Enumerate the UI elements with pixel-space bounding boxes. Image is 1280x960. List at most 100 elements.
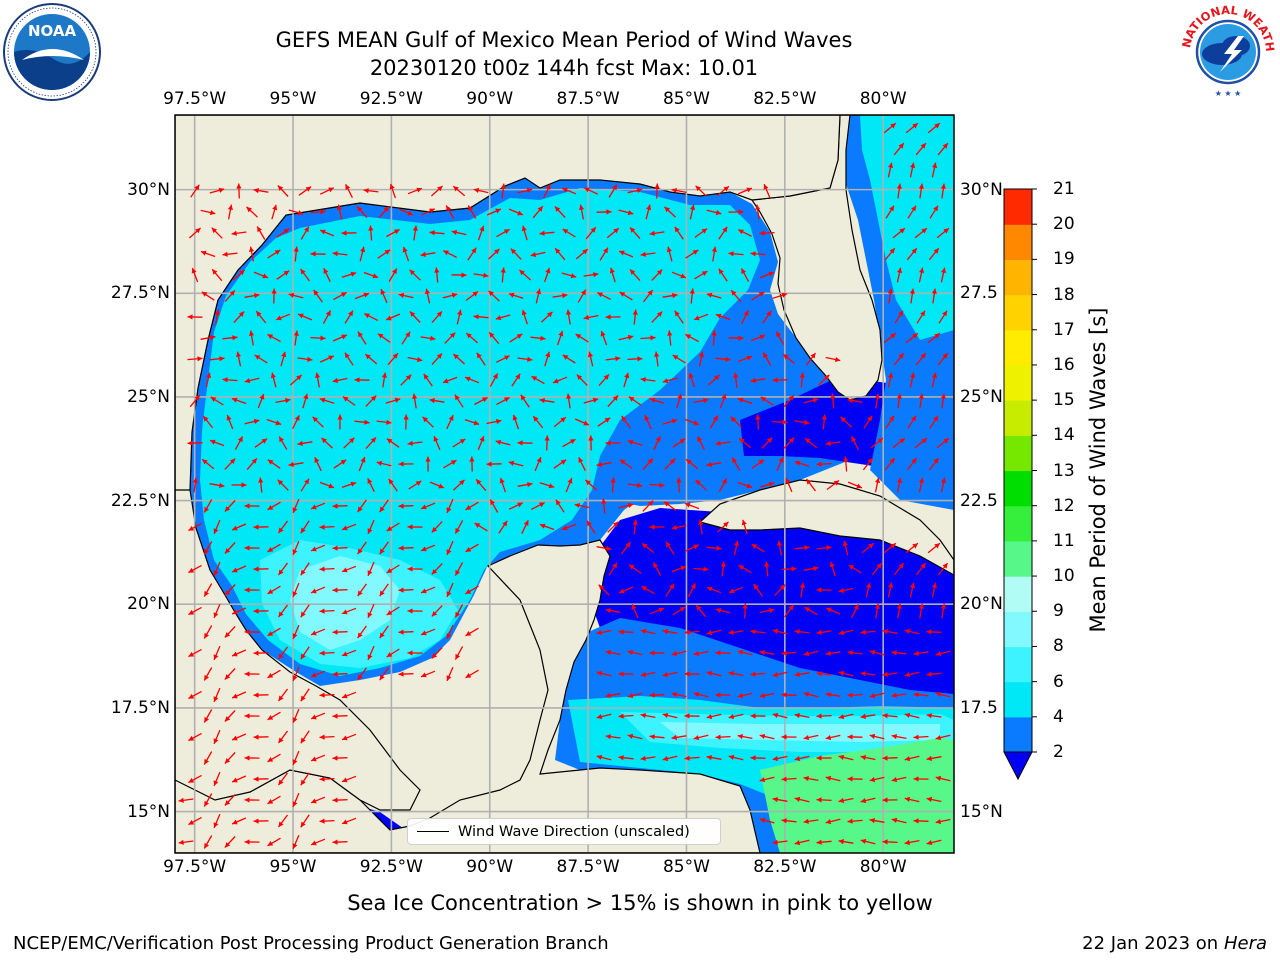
wind-wave-arrow xyxy=(379,499,389,513)
wind-wave-arrow xyxy=(574,503,590,509)
wind-wave-arrow xyxy=(508,460,524,467)
wind-wave-arrow xyxy=(553,459,567,469)
wind-wave-arrow xyxy=(803,650,819,657)
wind-wave-arrow xyxy=(860,838,876,845)
wind-wave-arrow xyxy=(358,456,366,472)
wind-wave-arrow xyxy=(543,267,551,283)
wind-wave-arrow xyxy=(214,309,220,325)
wind-wave-arrow xyxy=(816,671,832,677)
wind-wave-arrow xyxy=(407,440,423,446)
wind-wave-arrow xyxy=(825,775,841,782)
wind-wave-arrow xyxy=(376,460,392,467)
wind-wave-arrow xyxy=(931,162,938,178)
wind-wave-arrow xyxy=(277,730,289,744)
wind-wave-arrow xyxy=(267,585,281,595)
wind-wave-arrow xyxy=(618,334,634,341)
wind-wave-arrow xyxy=(431,352,443,366)
wind-wave-arrow xyxy=(256,226,266,240)
wind-wave-arrow xyxy=(731,457,741,471)
wind-wave-arrow xyxy=(465,543,479,553)
wind-wave-arrow xyxy=(446,540,454,556)
wind-wave-arrow xyxy=(488,248,500,260)
wind-wave-arrow xyxy=(363,188,379,194)
wind-wave-arrow xyxy=(456,309,463,325)
wind-wave-arrow xyxy=(297,356,313,362)
wind-wave-arrow xyxy=(620,541,632,555)
lon-tick-label: 95°W xyxy=(269,857,317,877)
wind-wave-arrow xyxy=(354,292,370,300)
wind-wave-arrow xyxy=(539,482,555,489)
colorbar-segment xyxy=(1004,505,1032,542)
chart-subtitle: 20230120 t00z 144h fcst Max: 10.01 xyxy=(369,56,759,80)
wind-wave-arrow xyxy=(623,372,630,388)
wind-wave-arrow xyxy=(224,289,236,303)
wind-wave-arrow xyxy=(431,310,443,324)
wind-wave-arrow xyxy=(275,398,291,404)
wind-wave-arrow xyxy=(628,564,642,574)
wind-wave-arrow xyxy=(607,395,619,407)
wind-wave-arrow xyxy=(387,352,399,366)
wind-wave-arrow xyxy=(244,839,260,845)
wind-wave-arrow xyxy=(781,566,797,572)
wind-wave-arrow xyxy=(794,460,810,467)
wind-wave-arrow xyxy=(257,393,265,409)
wind-wave-arrow xyxy=(319,187,335,195)
wind-wave-arrow xyxy=(926,755,942,761)
wind-wave-arrow xyxy=(420,502,436,510)
wind-wave-arrow xyxy=(467,205,477,219)
wind-wave-arrow xyxy=(561,523,577,531)
wind-wave-arrow xyxy=(277,814,289,828)
colorbar-segment xyxy=(1004,189,1032,225)
wind-wave-arrow xyxy=(201,291,215,301)
wind-wave-arrow xyxy=(412,393,418,409)
wind-wave-arrow xyxy=(500,267,506,283)
wind-wave-arrow xyxy=(357,625,367,639)
wind-wave-arrow xyxy=(566,309,572,325)
wind-wave-arrow xyxy=(521,309,528,325)
colorbar-segment xyxy=(1004,224,1032,260)
wind-wave-arrow xyxy=(882,797,898,803)
wind-wave-arrow xyxy=(803,776,819,782)
wind-wave-arrow xyxy=(728,754,744,761)
wind-wave-arrow xyxy=(918,603,924,619)
wind-wave-arrow xyxy=(693,734,709,741)
wind-wave-arrow xyxy=(750,671,766,677)
wind-wave-arrow xyxy=(751,459,765,469)
wind-wave-arrow xyxy=(554,206,566,218)
wind-wave-arrow xyxy=(596,209,612,215)
wind-wave-arrow xyxy=(203,751,213,765)
wind-wave-arrow xyxy=(610,477,616,493)
wind-wave-arrow xyxy=(234,436,244,450)
wind-wave-arrow xyxy=(409,311,421,323)
wind-wave-arrow xyxy=(544,351,551,367)
wind-wave-arrow xyxy=(759,271,775,279)
wind-wave-arrow xyxy=(531,375,545,385)
wind-wave-arrow xyxy=(598,373,610,387)
wind-wave-arrow xyxy=(640,251,656,257)
colorbar-tick-label: 2 xyxy=(1053,742,1064,762)
wind-wave-arrow xyxy=(926,713,942,719)
wind-wave-arrow xyxy=(916,310,926,324)
wind-wave-arrow xyxy=(367,519,375,535)
wind-wave-arrow xyxy=(772,377,788,383)
wind-wave-arrow xyxy=(598,584,610,596)
wind-wave-arrow xyxy=(187,314,203,320)
wind-wave-arrow xyxy=(649,482,665,488)
wind-wave-arrow xyxy=(510,248,522,260)
colorbar-tick-label: 8 xyxy=(1053,636,1064,657)
wind-wave-arrow xyxy=(718,226,728,240)
wind-wave-arrow xyxy=(883,542,897,554)
wind-wave-arrow xyxy=(258,477,264,493)
wind-wave-arrow xyxy=(914,227,928,239)
wind-wave-arrow xyxy=(544,435,550,451)
wind-wave-arrow xyxy=(632,309,638,325)
wind-wave-arrow xyxy=(838,754,854,761)
wind-wave-arrow xyxy=(883,122,897,134)
wind-wave-arrow xyxy=(530,251,546,258)
wind-wave-arrow xyxy=(178,797,194,803)
wind-wave-arrow xyxy=(203,709,213,723)
wind-wave-arrow xyxy=(577,289,587,303)
lon-tick-label: 82.5°W xyxy=(753,857,817,877)
wind-wave-arrow xyxy=(467,247,477,261)
wind-wave-arrow xyxy=(728,629,744,635)
